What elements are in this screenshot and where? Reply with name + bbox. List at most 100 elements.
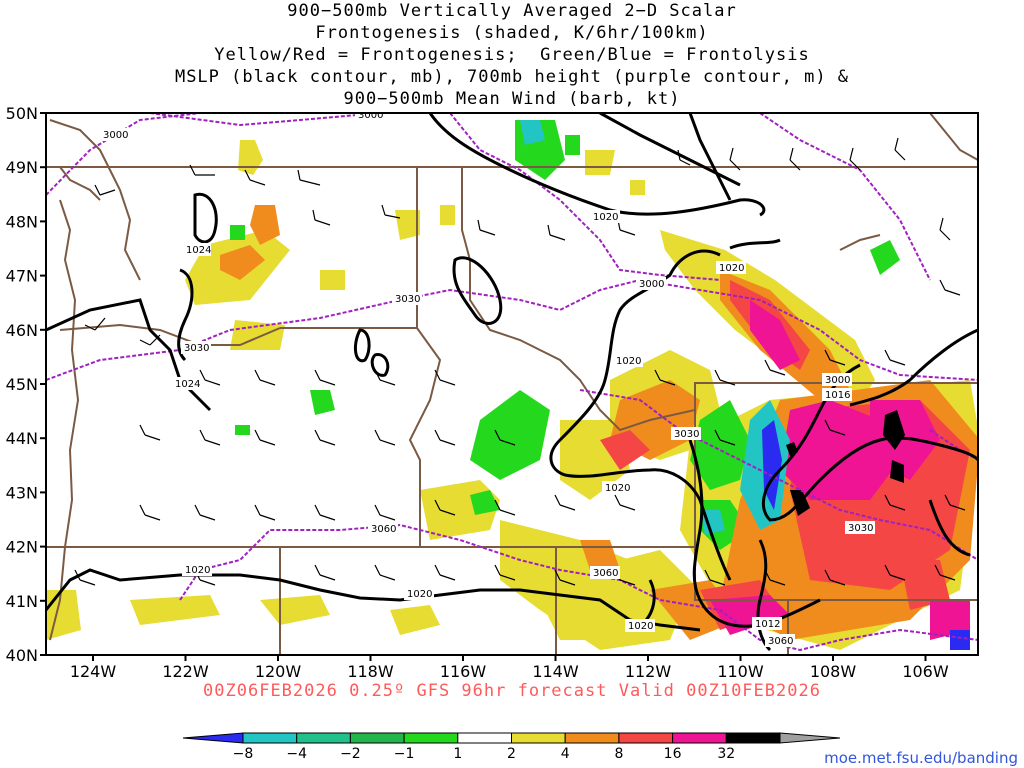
colorbar-label: −2 (340, 746, 361, 762)
height-label: 3000 (100, 128, 130, 141)
svg-text:3030: 3030 (848, 523, 873, 534)
mslp-label: 1020 (602, 481, 632, 494)
mslp-label: 1020 (716, 261, 746, 274)
colorbar-label: −1 (394, 746, 415, 762)
colorbar-segment (672, 732, 727, 744)
lon-label: 108W (810, 662, 857, 681)
svg-text:3000: 3000 (358, 110, 383, 121)
svg-text:1024: 1024 (175, 379, 200, 390)
valid-time-label: 00Z06FEB2026 0.25º GFS 96hr forecast Val… (203, 681, 821, 701)
mslp-label: 1020 (182, 563, 212, 576)
wind-barbs (74, 137, 966, 586)
lat-label: 45N (6, 375, 38, 394)
lat-label: 42N (6, 538, 38, 557)
lon-label: 122W (162, 662, 209, 681)
height-label: 3060 (368, 522, 398, 535)
lon-label: 124W (70, 662, 117, 681)
mslp-label: 1020 (590, 210, 620, 223)
svg-text:3030: 3030 (395, 294, 420, 305)
lon-label: 114W (532, 662, 579, 681)
lat-label: 48N (6, 212, 38, 231)
lon-label: 118W (347, 662, 394, 681)
mslp-label: 1024 (172, 377, 200, 390)
mslp-label: 1020 (625, 619, 655, 632)
colorbar-segment (725, 732, 781, 744)
height-label: 3030 (845, 521, 875, 534)
title-line-5: 900−500mb Mean Wind (barb, kt) (343, 89, 681, 109)
colorbar-label: −4 (286, 746, 307, 762)
height-label: 3000 (355, 110, 385, 121)
colorbar: −8 −4 −2 −1 1 2 4 8 16 32 (182, 732, 841, 762)
height-label: 3030 (181, 341, 211, 354)
lat-label: 40N (6, 646, 38, 665)
colorbar-label: 1 (453, 746, 462, 762)
lon-label: 116W (440, 662, 487, 681)
latitude-axis: 50N 49N 48N 47N 46N 45N 44N 43N 42N 41N 40N (6, 104, 46, 665)
svg-text:1020: 1020 (628, 621, 653, 632)
colorbar-end-low (182, 732, 244, 744)
colorbar-label: 4 (561, 746, 570, 762)
svg-text:1020: 1020 (616, 356, 641, 367)
svg-text:1020: 1020 (593, 212, 618, 223)
mslp-label: 1012 (752, 617, 782, 630)
svg-text:1024: 1024 (186, 245, 211, 256)
colorbar-segment (296, 732, 351, 744)
contour-labels: 1024 1024 1020 1020 1020 1020 1016 1012 … (100, 110, 875, 647)
svg-text:1020: 1020 (407, 589, 432, 600)
svg-text:3060: 3060 (593, 568, 618, 579)
svg-text:3000: 3000 (639, 279, 664, 290)
lon-label: 120W (255, 662, 302, 681)
svg-text:3000: 3000 (825, 375, 850, 386)
svg-text:3030: 3030 (184, 343, 209, 354)
height-label: 3030 (671, 427, 701, 440)
height-label: 3000 (822, 373, 852, 386)
svg-text:1016: 1016 (825, 390, 850, 401)
colorbar-segment (403, 732, 459, 744)
title-line-4: MSLP (black contour, mb), 700mb height (… (174, 67, 850, 87)
lon-label: 110W (717, 662, 764, 681)
frontogenesis-shading (46, 120, 978, 650)
lon-label: 112W (625, 662, 672, 681)
svg-text:3060: 3060 (371, 524, 396, 535)
map-layers: 1024 1024 1020 1020 1020 1020 1016 1012 … (46, 110, 978, 655)
title-block: 900−500mb Vertically Averaged 2−D Scalar… (0, 0, 1024, 110)
lon-label: 106W (902, 662, 949, 681)
colorbar-label: −8 (233, 746, 254, 762)
svg-text:3060: 3060 (768, 636, 793, 647)
title-line-3: Yellow/Red = Frontogenesis; Green/Blue =… (214, 45, 810, 65)
svg-text:3030: 3030 (674, 429, 699, 440)
lat-label: 46N (6, 321, 38, 340)
colorbar-segment (242, 732, 298, 744)
mslp-label: 1020 (404, 587, 434, 600)
lat-label: 43N (6, 483, 38, 502)
lat-label: 47N (6, 267, 38, 286)
lat-label: 49N (6, 158, 38, 177)
svg-text:1012: 1012 (755, 619, 780, 630)
colorbar-segment (349, 732, 405, 744)
colorbar-label: 16 (664, 746, 682, 762)
colorbar-segment (511, 732, 566, 744)
height-label: 3060 (590, 566, 620, 579)
height-label: 3060 (765, 634, 795, 647)
credit-link[interactable]: moe.met.fsu.edu/banding (824, 749, 1018, 767)
height-label: 3000 (636, 277, 666, 290)
title-line-1: 900−500mb Vertically Averaged 2−D Scalar (287, 1, 737, 21)
mslp-label: 1024 (183, 243, 211, 256)
colorbar-label: 32 (717, 746, 735, 762)
title-line-2: Frontogenesis (shaded, K/6hr/100km) (315, 23, 709, 43)
svg-text:1020: 1020 (605, 483, 630, 494)
colorbar-segment (564, 732, 620, 744)
colorbar-end-high (779, 732, 841, 744)
longitude-axis: 124W 122W 120W 118W 116W 114W 112W 110W 108W 106W (70, 655, 949, 681)
colorbar-label: 8 (614, 746, 623, 762)
mslp-label: 1016 (822, 388, 852, 401)
colorbar-segment (457, 732, 512, 744)
mslp-label: 1020 (613, 354, 643, 367)
lat-label: 41N (6, 592, 38, 611)
colorbar-segment (618, 732, 674, 744)
lat-label: 50N (6, 104, 38, 123)
svg-text:1020: 1020 (719, 263, 744, 274)
height-label: 3030 (392, 292, 422, 305)
lat-label: 44N (6, 429, 38, 448)
